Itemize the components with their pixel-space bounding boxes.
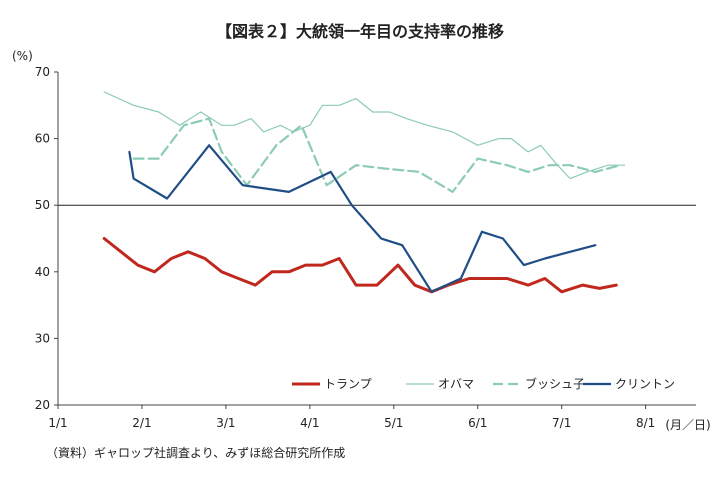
y-axis-unit: (%) <box>12 49 33 63</box>
series-line-ブッシュ子 <box>132 117 622 193</box>
x-tick-label: 2/1 <box>132 416 151 430</box>
y-tick-label: 50 <box>35 198 50 212</box>
y-tick-label: 70 <box>35 65 50 79</box>
x-tick-label: 1/1 <box>48 416 67 430</box>
x-tick-label: 5/1 <box>384 416 403 430</box>
x-tick-label: 3/1 <box>216 416 235 430</box>
series-line-クリントン <box>128 144 597 293</box>
x-axis-unit: (月／日) <box>665 418 710 432</box>
x-tick-label: 4/1 <box>300 416 319 430</box>
legend-label: オバマ <box>438 377 474 391</box>
y-tick-label: 60 <box>35 132 50 146</box>
source-note: （資料）ギャロップ社調査より、みずほ総合研究所作成 <box>46 446 346 460</box>
x-tick-label: 6/1 <box>468 416 487 430</box>
x-tick-label: 8/1 <box>636 416 655 430</box>
chart-title: 【図表２】大統領一年目の支持率の推移 <box>215 22 504 41</box>
y-tick-label: 40 <box>35 265 50 279</box>
y-tick-label: 20 <box>35 398 50 412</box>
y-tick-label: 30 <box>35 331 50 345</box>
x-tick-label: 7/1 <box>552 416 571 430</box>
legend-label: トランプ <box>324 377 372 391</box>
series-line-オバマ <box>103 91 626 180</box>
legend-label: ブッシュ子 <box>525 376 585 391</box>
legend: トランプ オバマ ブッシュ子 クリントン <box>292 376 675 391</box>
legend-label: クリントン <box>615 377 675 391</box>
series-line-トランプ <box>102 237 618 294</box>
